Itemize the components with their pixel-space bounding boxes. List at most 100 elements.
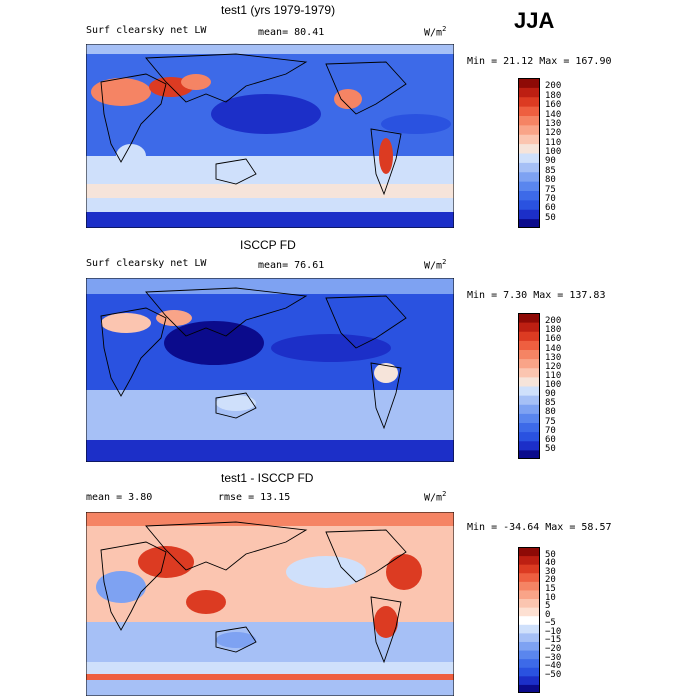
panel3-colorbar-tick-label: 10 — [545, 592, 556, 603]
panel3-coastlines — [100, 521, 407, 664]
p2-eurasia-coast — [145, 287, 308, 337]
panel2-colorbar-tick-label: 60 — [545, 434, 556, 445]
panel2-colorbar-tick-label: 50 — [545, 443, 556, 454]
panel1-colorbar-swatch — [518, 87, 540, 98]
p3-australia-coast — [215, 626, 257, 653]
p1-southern-ocean-band — [86, 184, 454, 198]
panel2-mean: mean= 76.61 — [258, 260, 324, 271]
panel2-colorbar-tick-label: 85 — [545, 398, 556, 409]
panel1-colorbar-swatch — [518, 134, 540, 145]
panel2-colorbar-swatch — [518, 431, 540, 442]
p1-south-africa — [116, 144, 146, 168]
panel1-title: test1 (yrs 1979-1979) — [221, 3, 336, 17]
panel2-stats: Min = 7.30 Max = 137.83 — [467, 290, 606, 301]
panel1-colorbar-tick-label: 180 — [545, 90, 562, 101]
panel2-mean-label: mean= — [258, 260, 289, 271]
panel3-rmse: rmse = 13.15 — [218, 492, 290, 503]
p1-sahara — [91, 78, 151, 106]
panel2-colorbar-swatch — [518, 404, 540, 414]
p3-east-pacific — [286, 556, 366, 588]
panel1-colorbar-swatch — [518, 143, 540, 154]
p2-south-band — [86, 390, 454, 440]
panel1-colorbar-tick-label: 90 — [545, 156, 556, 167]
panel3-colorbar-tick-label: −5 — [545, 618, 556, 629]
p1-arctic-band — [86, 44, 454, 54]
panel1-mean-label: mean= — [258, 27, 289, 38]
panel1-colorbar-swatch — [518, 171, 540, 182]
panel1-colorbar-tick-label: 140 — [545, 109, 562, 120]
panel2-colorbar-tick-label: 110 — [545, 370, 562, 381]
panel3-colorbar-tick-label: −20 — [545, 644, 562, 655]
panel2-colorbar-tick-label: 75 — [545, 416, 556, 427]
panel1-colorbar-swatch — [518, 96, 540, 107]
panel3-colorbar-swatch — [518, 589, 540, 600]
panel2-colorbar-swatch — [518, 331, 540, 341]
panel3-colorbar-tick-label: 15 — [545, 583, 556, 594]
panel1-colorbar-tick-label: 70 — [545, 193, 556, 204]
panel2-title: ISCCP FD — [240, 238, 296, 252]
p2-africa-coast — [100, 307, 167, 397]
p1-australia-coast — [215, 158, 257, 185]
p1-namerica-coast — [325, 61, 407, 115]
panel2-colorbar-swatch — [518, 358, 540, 369]
panel2-colorbar-tick-label: 160 — [545, 334, 562, 345]
panel2-colorbar-tick-label: 200 — [545, 316, 562, 327]
p2-sahara — [101, 313, 151, 333]
panel1-colorbar-swatch — [518, 106, 540, 116]
p3-arctic-band — [86, 512, 454, 526]
panel3-field — [86, 512, 454, 696]
p1-antarctic-edge — [86, 198, 454, 212]
panel1-coastlines — [100, 53, 407, 196]
panel3-colorbar-swatch — [518, 667, 540, 677]
panel3-colorbar-tick-label: 0 — [545, 609, 551, 620]
panel2-colorbar-swatch — [518, 349, 540, 360]
p1-central-asia — [181, 74, 211, 90]
season-label: JJA — [514, 8, 555, 33]
p2-west-pacific — [164, 321, 264, 365]
p2-namerica-coast — [325, 295, 407, 349]
panel1-colorbar-swatch — [518, 162, 540, 173]
panel3-colorbar-tick-label: −30 — [545, 652, 562, 663]
panel1-colorbar-tick-label: 110 — [545, 137, 562, 148]
panel1-colorbar-swatch — [518, 153, 540, 163]
panel1-variable: Surf clearsky net LW — [86, 25, 207, 36]
p1-atlantic — [381, 114, 451, 134]
panel3-colorbar-swatch — [518, 607, 540, 617]
panel3-colorbar-tick-label: 50 — [545, 549, 556, 560]
p3-maritime — [186, 590, 226, 614]
p2-brazil — [374, 363, 398, 383]
p3-antarctica — [86, 680, 454, 696]
panel1-colorbar-swatch — [518, 78, 540, 88]
panel3-colorbar-tick-label: −40 — [545, 661, 562, 672]
p3-australia — [216, 632, 256, 648]
panel3-colorbar — [518, 547, 540, 693]
panel1-colorbar-swatch — [518, 115, 540, 126]
panel1-map — [86, 44, 454, 228]
panel2-colorbar-swatch — [518, 395, 540, 405]
panel2-colorbar-swatch — [518, 376, 540, 387]
panel1-colorbar-frame — [518, 78, 540, 228]
panel3-mean: mean = 3.80 — [86, 492, 152, 503]
panel2-colorbar-swatch — [518, 322, 540, 332]
panel2-field — [86, 278, 454, 462]
panel3-colorbar-swatch — [518, 564, 540, 574]
p1-west-pacific — [211, 94, 321, 134]
panel3-colorbar-tick-label: −50 — [545, 669, 562, 680]
panel3-colorbar-swatch — [518, 581, 540, 591]
p2-australia — [216, 395, 256, 411]
panel1-colorbar-tick-label: 85 — [545, 165, 556, 176]
panel1-colorbar-tick-label: 130 — [545, 118, 562, 129]
panel3-colorbar-swatch — [518, 658, 540, 668]
panel3-colorbar-swatch — [518, 624, 540, 634]
panel3-colorbar-swatch — [518, 650, 540, 660]
p3-namerica-coast — [325, 529, 407, 583]
panel3-rmse-value: 13.15 — [260, 492, 291, 503]
panel3-colorbar-swatch — [518, 641, 540, 651]
panel3-units: W/m2 — [424, 490, 447, 504]
panel1-colorbar-tick-label: 100 — [545, 147, 562, 157]
p3-india — [138, 546, 194, 578]
p3-namerica — [386, 554, 422, 590]
panel2-colorbar-swatch — [518, 340, 540, 350]
p1-andes — [379, 138, 393, 174]
panel2-colorbar-swatch — [518, 449, 540, 459]
